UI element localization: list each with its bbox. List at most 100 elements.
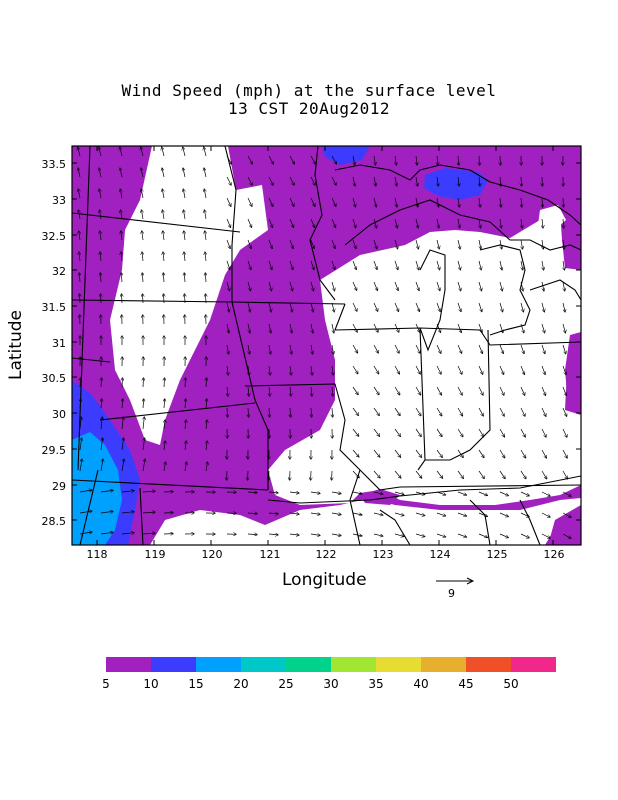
wind-arrow (541, 302, 544, 312)
wind-arrow (436, 323, 441, 332)
wind-arrow (247, 239, 251, 248)
wind-arrow (226, 260, 230, 270)
wind-arrow (373, 260, 377, 269)
wind-arrow (332, 386, 333, 396)
wind-arrow (457, 260, 460, 270)
wind-arrow (99, 189, 101, 199)
wind-arrow (436, 491, 446, 495)
wind-arrow (394, 386, 400, 395)
y-tick-label: 29 (52, 480, 66, 493)
wind-arrow (311, 407, 312, 417)
wind-arrow (185, 399, 186, 409)
wind-arrow (310, 281, 314, 291)
wind-arrow (478, 533, 487, 537)
wind-arrow (227, 407, 228, 417)
wind-arrow (499, 533, 508, 538)
wind-arrow (436, 365, 441, 374)
wind-arrow (310, 492, 320, 493)
wind-arrow (268, 281, 272, 291)
wind-arrow (269, 323, 271, 333)
wind-arrow (394, 302, 399, 311)
wind-arrow (269, 407, 270, 417)
wind-arrow (394, 239, 398, 249)
wind-arrow (521, 239, 523, 249)
x-tick-label: 122 (315, 548, 337, 561)
wind-arrow (331, 260, 335, 270)
wind-arrow (80, 417, 81, 430)
wind-arrow (500, 218, 501, 228)
wind-arrow (541, 533, 550, 538)
wind-arrow (142, 210, 144, 220)
wind-arrow (373, 512, 383, 515)
wind-arrow (227, 386, 228, 396)
y-tick-label: 29.5 (41, 444, 67, 457)
colorbar-label: 50 (503, 677, 519, 691)
y-tick-label: 30.5 (41, 372, 67, 385)
wind-arrow (541, 428, 546, 437)
wind-arrow (268, 513, 278, 514)
wind-arrow (394, 218, 397, 228)
wind-arrow (183, 168, 186, 178)
wind-arrow (289, 534, 299, 535)
wind-arrow (101, 438, 103, 451)
wind-arrow (562, 323, 565, 333)
wind-arrow (226, 281, 230, 291)
colorbar-swatch (286, 657, 331, 672)
wind-arrow (521, 260, 523, 270)
wind-arrow (415, 344, 420, 353)
wind-arrow (416, 197, 418, 207)
wind-arrow (563, 260, 564, 270)
wind-arrow (142, 273, 143, 283)
wind-arrow (457, 386, 462, 395)
wind-arrow (247, 302, 250, 312)
wind-arrow (185, 441, 186, 451)
wind-arrow (479, 197, 480, 207)
wind-arrow (269, 344, 271, 354)
y-tick-label: 32.5 (41, 230, 67, 243)
wind-arrow (541, 386, 546, 395)
wind-arrow (289, 260, 293, 270)
wind-arrow (436, 302, 440, 311)
wind-arrow (457, 239, 460, 249)
wind-arrow (415, 260, 419, 270)
wind-arrow (374, 155, 376, 165)
wind-arrow (394, 470, 401, 478)
colorbar-swatch (421, 657, 466, 672)
wind-arrow (478, 365, 483, 374)
wind-arrow (562, 533, 571, 538)
colorbar-label: 10 (143, 677, 159, 691)
colorbar-label: 45 (458, 677, 474, 691)
wind-arrow (290, 365, 291, 375)
wind-arrow (478, 491, 487, 495)
wind-arrow (520, 281, 523, 291)
wind-arrow (499, 344, 503, 353)
wind-arrow (289, 218, 294, 227)
wind-arrow (79, 231, 80, 241)
wind-arrow (373, 470, 380, 478)
wind-arrow (80, 378, 81, 388)
wind-arrow (520, 386, 525, 395)
wind-arrow (352, 260, 356, 269)
x-tick-label: 119 (144, 548, 166, 561)
wind-arrow (289, 302, 292, 312)
wind-arrow (373, 491, 383, 494)
wind-arrow (120, 147, 123, 157)
wind-arrow (331, 218, 336, 227)
wind-arrow (269, 365, 270, 375)
y-tick-label: 31 (52, 337, 66, 350)
wind-arrow (100, 511, 113, 513)
wind-arrow (562, 407, 567, 416)
wind-arrow (290, 323, 292, 333)
wind-arrow (415, 533, 425, 537)
wind-arrow (415, 302, 419, 311)
wind-arrow (101, 399, 102, 409)
wind-arrow (499, 449, 505, 458)
wind-arrow (164, 441, 165, 451)
wind-arrow (290, 344, 292, 354)
wind-arrow (143, 294, 144, 304)
wind-arrow (436, 449, 442, 457)
wind-arrow (331, 492, 341, 494)
wind-arrow (206, 378, 207, 388)
wind-arrow (457, 470, 463, 478)
